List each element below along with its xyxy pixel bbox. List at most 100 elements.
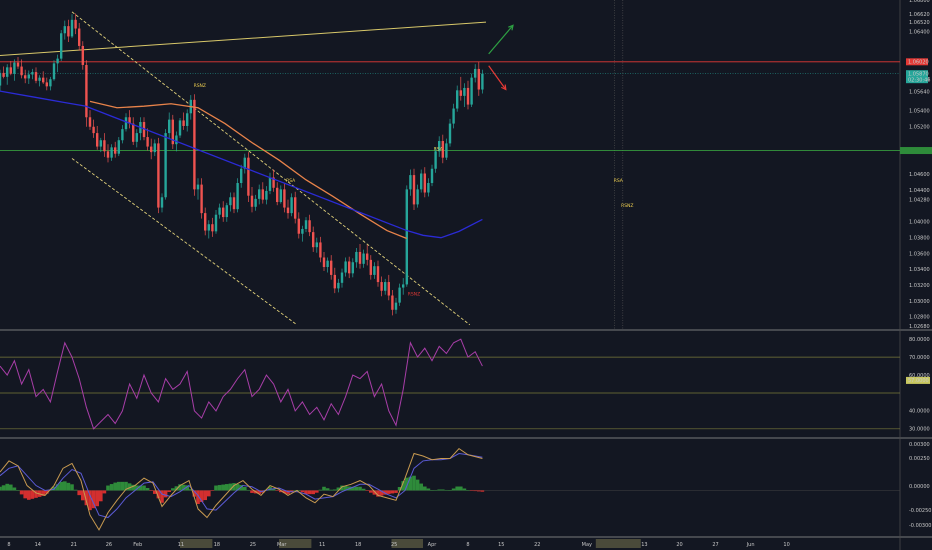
up-arrow-head — [508, 24, 514, 31]
macd-hist-bar-88 — [77, 490, 81, 496]
rsi-current-label: 57.0000 — [908, 378, 929, 384]
macd-hist-bar-300 — [268, 486, 272, 491]
candle-body-124 — [445, 143, 448, 158]
macd-hist-bar-348 — [311, 490, 315, 495]
candle-body-32 — [114, 147, 117, 154]
macd-hist-bar-0 — [0, 486, 2, 491]
price-tick-9: 1.05200 — [909, 125, 930, 131]
candle-body-12 — [42, 77, 45, 83]
price-tick-0: 1.06800 — [909, 0, 930, 4]
macd-hist-bar-176 — [156, 490, 161, 499]
candle-body-15 — [52, 63, 56, 80]
candle-body-2 — [6, 67, 9, 77]
macd-hist-bar-248 — [221, 484, 225, 491]
candle-body-101 — [362, 253, 365, 264]
macd-hist-bar-252 — [225, 484, 229, 491]
candle-body-67 — [240, 168, 243, 184]
macd-hist-bar-344 — [307, 490, 312, 495]
macd-hist-bar-132 — [117, 481, 121, 491]
macd-hist-bar-64 — [55, 484, 60, 491]
macd-hist-bar-4 — [1, 485, 6, 491]
candle-body-57 — [204, 213, 207, 231]
candle-body-123 — [441, 141, 444, 158]
candle-body-86 — [308, 220, 311, 233]
candle-body-120 — [430, 168, 434, 184]
candle-body-33 — [117, 140, 120, 154]
candle-body-128 — [459, 90, 462, 96]
candle-body-16 — [56, 58, 59, 64]
candle-body-10 — [34, 72, 38, 81]
annotation-4: RSA — [614, 178, 624, 184]
macd-hist-bar-96 — [84, 490, 89, 506]
trend-line — [0, 21, 487, 56]
macd-hist-bar-476 — [426, 488, 431, 491]
candle-body-81 — [290, 197, 293, 214]
macd-hist-bar-128 — [113, 482, 117, 491]
macd-hist-bar-416 — [372, 490, 377, 495]
time-tick-14: 15 — [498, 542, 504, 548]
price-tick-20: 1.02800 — [909, 315, 930, 321]
macd-hist-bar-212 — [189, 489, 193, 491]
macd-hist-bar-288 — [257, 490, 261, 494]
candle-body-43 — [153, 143, 156, 153]
price-tick-17: 1.03400 — [909, 267, 930, 273]
candle-body-70 — [250, 195, 254, 207]
candle-body-48 — [171, 119, 174, 145]
candle-body-17 — [60, 33, 63, 59]
candle-body-130 — [466, 87, 470, 105]
candle-body-31 — [110, 147, 113, 158]
candle-body-14 — [49, 79, 52, 87]
macd-hist-bar-136 — [120, 481, 125, 491]
candle-body-89 — [319, 242, 322, 258]
time-tick-1: 14 — [35, 542, 41, 548]
macd-tick-1: 0.00250 — [909, 456, 930, 462]
candle-body-119 — [427, 183, 430, 193]
candle-body-44 — [157, 143, 160, 208]
macd-hist-bar-400 — [358, 486, 362, 491]
down-arrow-head — [501, 84, 507, 91]
rsi-tick-0: 80.0000 — [909, 337, 930, 343]
annotation-5: RSNZ — [621, 203, 633, 209]
candle-body-107 — [384, 282, 387, 291]
macd-hist-bar-140 — [124, 481, 128, 491]
candle-body-126 — [452, 108, 455, 124]
price-tick-15: 1.03800 — [909, 235, 930, 241]
candle-body-47 — [168, 119, 171, 134]
time-tick-11: 25 — [391, 542, 397, 548]
macd-hist-bar-208 — [185, 485, 189, 491]
candle-body-90 — [322, 257, 326, 267]
macd-hist-bar-488 — [437, 489, 441, 491]
macd-hist-bar-36 — [30, 490, 35, 499]
time-tick-16: May — [582, 542, 592, 548]
resistance-price-tag — [906, 58, 928, 66]
candle-body-1 — [2, 72, 5, 77]
macd-hist-bar-516 — [462, 488, 467, 491]
macd-hist-bar-100 — [88, 490, 92, 511]
price-tick-3: 1.06400 — [909, 29, 930, 35]
macd-hist-bar-536 — [480, 490, 485, 492]
macd-hist-bar-384 — [343, 486, 348, 491]
price-tick-19: 1.03000 — [909, 299, 930, 305]
macd-hist-bar-28 — [23, 490, 27, 499]
time-tick-6: 18 — [214, 542, 220, 548]
price-tick-12: 1.04400 — [909, 188, 930, 194]
candle-body-52 — [186, 113, 189, 126]
candle-body-71 — [254, 198, 257, 207]
macd-hist-bar-160 — [142, 485, 146, 491]
candle-body-45 — [160, 197, 164, 208]
macd-hist-bar-76 — [66, 482, 71, 491]
macd-hist-bar-432 — [387, 490, 391, 494]
down-arrow-shaft — [488, 65, 507, 90]
price-tick-18: 1.03200 — [909, 283, 930, 289]
macd-hist-bar-444 — [397, 487, 402, 491]
rsi-current-tag — [906, 376, 930, 384]
macd-hist-bar-72 — [63, 481, 67, 491]
macd-hist-bar-492 — [441, 489, 445, 491]
candle-body-109 — [391, 295, 394, 310]
macd-hist-bar-188 — [167, 490, 171, 492]
price-tick-16: 1.03600 — [909, 251, 930, 257]
candle-body-79 — [283, 189, 286, 208]
candle-body-8 — [27, 74, 30, 79]
candle-body-73 — [261, 189, 264, 200]
